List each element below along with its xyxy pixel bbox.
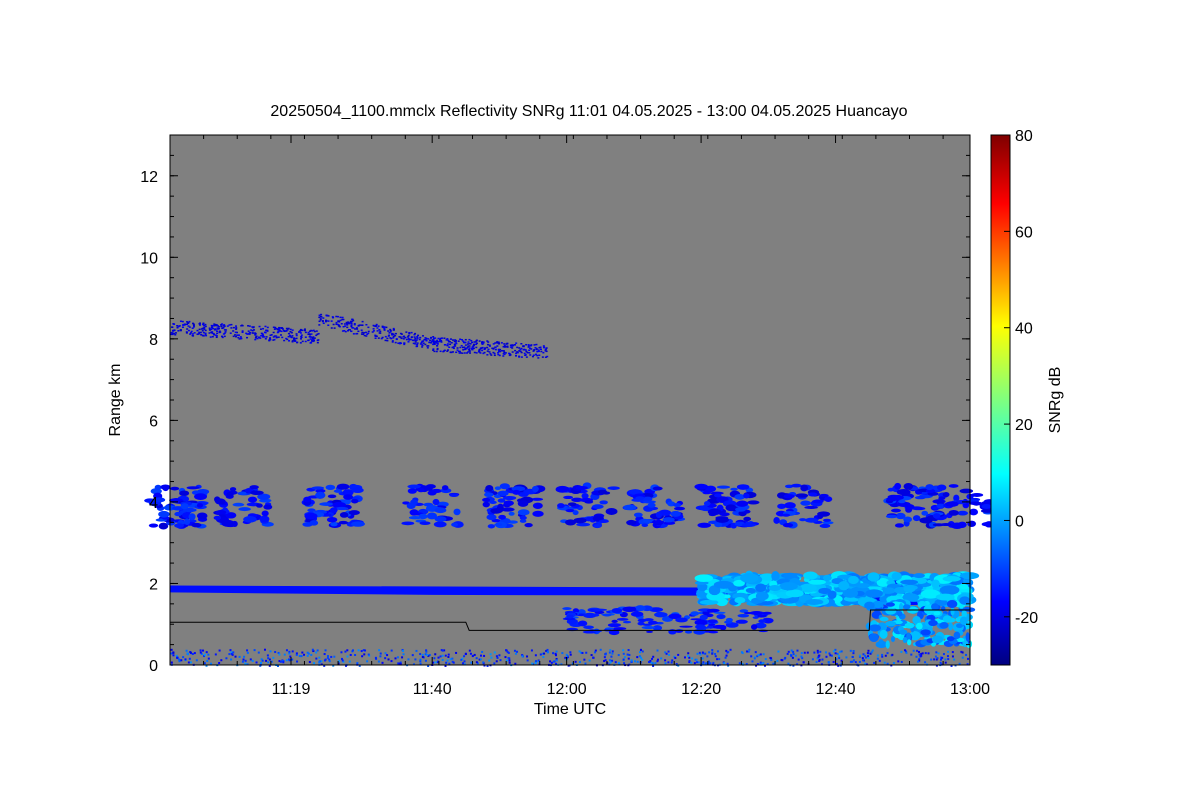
- x-tick-label: 11:19: [272, 681, 311, 698]
- layer-mid-level: [144, 482, 996, 530]
- y-axis-title: Range km: [107, 364, 124, 437]
- y-tick-label: 0: [149, 658, 158, 675]
- y-tick-label: 8: [149, 332, 158, 349]
- colorbar: [990, 134, 1011, 666]
- y-tick-label: 12: [140, 169, 158, 186]
- colorbar-axis: -20 0 20 40 60 80: [1004, 128, 1038, 627]
- x-axis-title: Time UTC: [534, 701, 606, 718]
- x-tick-label: 12:20: [681, 681, 721, 698]
- y-tick-label: 4: [149, 495, 158, 512]
- y-tick-label: 2: [149, 576, 158, 593]
- y-tick-label: 10: [140, 250, 158, 267]
- layer-cirrus: [170, 313, 549, 359]
- layer-low-stratus: [170, 570, 980, 649]
- chart-title: 20250504_1100.mmclx Reflectivity SNRg 11…: [270, 103, 907, 120]
- colorbar-tick-label: -20: [1015, 610, 1038, 627]
- colorbar-tick-label: 60: [1015, 224, 1033, 241]
- colorbar-tick-label: 0: [1015, 513, 1024, 530]
- cloud-base-line: [170, 609, 970, 631]
- x-axis: 11:19 11:40 12:00 12:20 12:40 13:00: [169, 135, 990, 698]
- x-tick-label: 12:40: [816, 681, 856, 698]
- colorbar-tick-label: 40: [1015, 321, 1033, 338]
- echo-layers: [144, 313, 996, 667]
- colorbar-tick-label: 80: [1015, 128, 1033, 145]
- colorbar-title: SNRg dB: [1047, 367, 1064, 434]
- x-tick-label: 13:00: [950, 681, 990, 698]
- x-tick-label: 12:00: [547, 681, 587, 698]
- y-axis: 0 2 4 6 8 10 12: [140, 134, 970, 675]
- x-tick-label: 11:40: [413, 681, 452, 698]
- y-tick-label: 6: [149, 413, 158, 430]
- colorbar-tick-label: 20: [1015, 417, 1033, 434]
